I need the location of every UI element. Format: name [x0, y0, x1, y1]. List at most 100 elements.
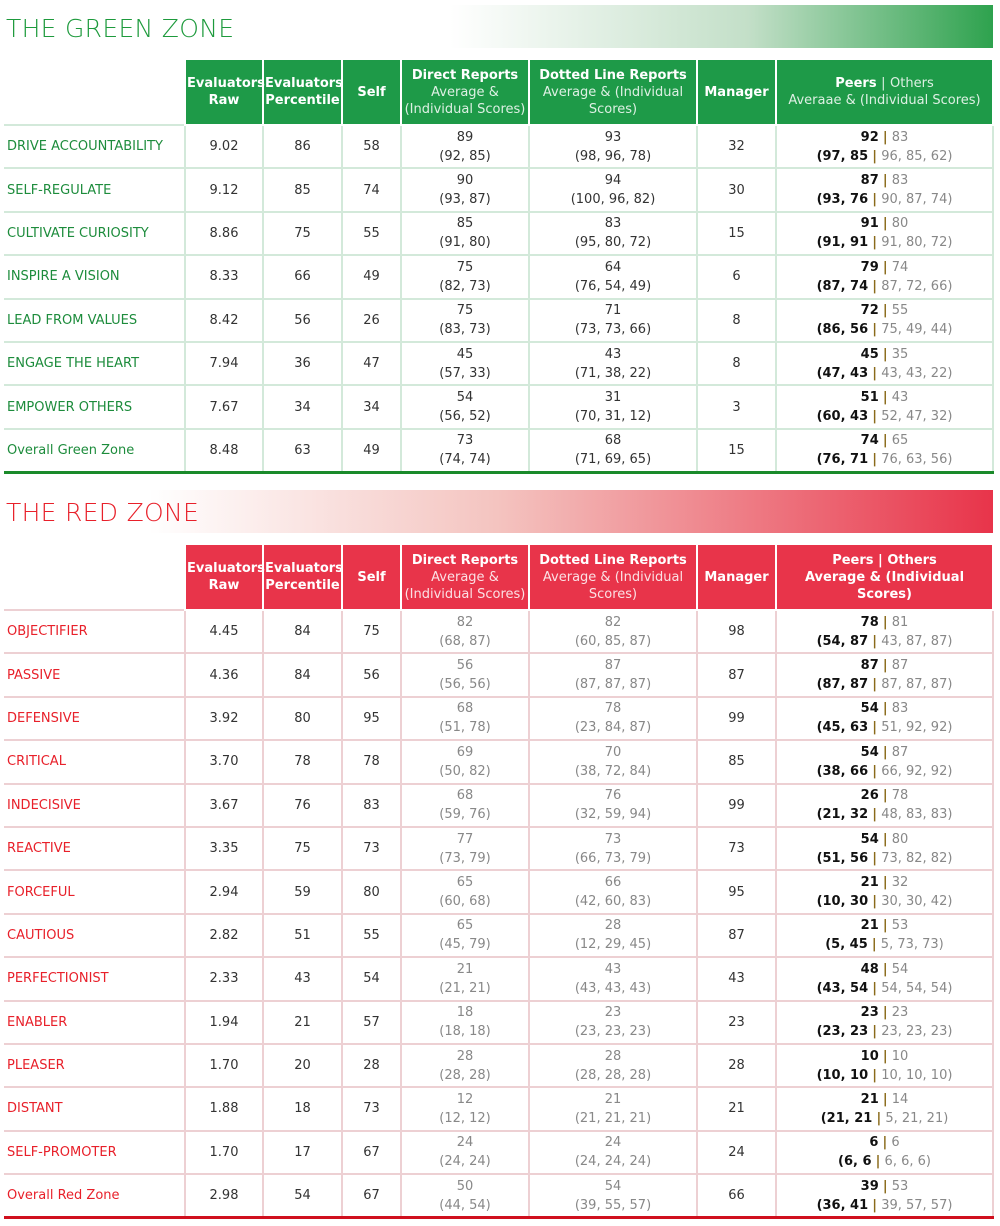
peers-individual: (47, 43 — [816, 365, 869, 381]
peers-individual: (36, 41 — [816, 1197, 869, 1213]
peers-avg: 78 — [860, 614, 879, 630]
peers-others-cell: 87 | 83 (93, 76 | 90, 87, 74) — [775, 167, 994, 213]
direct-individual: (59, 76) — [439, 807, 491, 823]
green-zone-banner — [450, 5, 993, 48]
percentile-cell: 85 — [262, 167, 343, 213]
direct-individual: (18, 18) — [439, 1024, 491, 1040]
direct-individual: (82, 73) — [439, 278, 491, 294]
peers-others-cell: 26 | 78 (21, 32 | 48, 83, 83) — [775, 782, 994, 828]
peers-avg: 45 — [860, 346, 879, 362]
others-avg: 87 — [891, 658, 909, 674]
self-cell: 73 — [341, 825, 402, 872]
direct-reports-cell: 45 (57, 33) — [400, 340, 530, 387]
raw-cell: 7.67 — [184, 384, 264, 430]
dotted-individual: (60, 85, 87) — [574, 633, 652, 649]
direct-reports-cell: 85 (91, 80) — [400, 210, 530, 257]
peers-individual: (21, 21 — [820, 1110, 873, 1126]
others-avg: 80 — [891, 216, 909, 232]
others-avg: 35 — [891, 346, 909, 362]
direct-individual: (93, 87) — [439, 192, 491, 208]
others-avg: 80 — [891, 831, 909, 847]
separator: | — [872, 1197, 878, 1213]
header-blank — [4, 544, 185, 610]
row-label: FORCEFUL — [4, 869, 186, 915]
peers-others-cell: 21 | 14 (21, 21 | 5, 21, 21) — [775, 1086, 994, 1132]
direct-avg: 68 — [456, 788, 474, 804]
header-peers-others: Peers | Others Averaae & (Individual Scor… — [775, 58, 994, 126]
peers-others-cell: 10 | 10 (10, 10 | 10, 10, 10) — [775, 1042, 994, 1089]
peers-avg: 6 — [869, 1135, 879, 1151]
self-cell: 75 — [341, 608, 402, 655]
peers-others-cell: 54 | 80 (51, 56 | 73, 82, 82) — [775, 825, 994, 872]
dotted-line-cell: 82 (60, 85, 87) — [528, 608, 698, 655]
header-sublabel: Average & (Individual Scores) — [404, 569, 526, 602]
separator: | — [872, 633, 878, 649]
peers-individual: (45, 63 — [816, 720, 869, 736]
peers-avg: 79 — [860, 259, 879, 275]
direct-individual: (68, 87) — [439, 633, 491, 649]
dotted-line-cell: 21 (21, 21, 21) — [528, 1086, 698, 1132]
peers-avg: 92 — [860, 129, 879, 145]
dotted-individual: (23, 84, 87) — [574, 720, 652, 736]
others-individual: 43, 43, 22) — [881, 365, 953, 381]
header-self: Self — [341, 543, 402, 611]
dotted-individual: (66, 73, 79) — [574, 850, 652, 866]
direct-avg: 18 — [456, 1005, 474, 1021]
percentile-cell: 66 — [262, 254, 343, 300]
peers-individual: (10, 10 — [816, 1067, 869, 1083]
separator: | — [872, 1067, 878, 1083]
peers-individual: (76, 71 — [816, 452, 869, 468]
dotted-individual: (12, 29, 45) — [574, 937, 652, 953]
dotted-line-cell: 43 (71, 38, 22) — [528, 340, 698, 387]
direct-avg: 65 — [456, 918, 474, 934]
raw-cell: 3.70 — [184, 739, 264, 785]
others-avg: 87 — [891, 744, 909, 760]
dotted-line-cell: 73 (66, 73, 79) — [528, 825, 698, 872]
direct-avg: 24 — [456, 1135, 474, 1151]
header-peers-others: Peers | Others Average & (Individual Scor… — [775, 543, 994, 611]
table-row: CRITICAL 3.70 78 78 69 (50, 82) 70 (38, 72, 84)… — [4, 739, 994, 785]
direct-reports-cell: 24 (24, 24) — [400, 1129, 530, 1176]
others-individual: 23, 23, 23) — [881, 1024, 953, 1040]
separator: | — [882, 1178, 888, 1194]
direct-individual: (24, 24) — [439, 1154, 491, 1170]
red-zone-table: Evaluators Raw Evaluators Percentile Self D… — [4, 543, 994, 1219]
header-label: Peers — [832, 552, 874, 568]
dotted-individual: (42, 60, 83) — [574, 894, 652, 910]
percentile-cell: 21 — [262, 999, 343, 1045]
peers-others-cell: 23 | 23 (23, 23 | 23, 23, 23) — [775, 999, 994, 1045]
header-row: Evaluators Raw Evaluators Percentile Self D… — [4, 543, 994, 611]
raw-cell: 4.45 — [184, 608, 264, 655]
row-label: EMPOWER OTHERS — [4, 384, 186, 430]
header-manager: Manager — [696, 543, 777, 611]
peers-others-cell: 48 | 54 (43, 54 | 54, 54, 54) — [775, 956, 994, 1002]
dotted-line-cell: 23 (23, 23, 23) — [528, 999, 698, 1045]
header-row: Evaluators Raw Evaluators Percentile Self D… — [4, 58, 994, 126]
row-label: Overall Red Zone — [4, 1173, 186, 1219]
others-avg: 78 — [891, 788, 909, 804]
peers-avg: 74 — [860, 433, 879, 449]
separator: | — [872, 850, 878, 866]
dotted-avg: 73 — [604, 831, 622, 847]
separator: | — [872, 148, 878, 164]
manager-cell: 99 — [696, 695, 777, 742]
peers-avg: 21 — [860, 1091, 879, 1107]
separator: | — [872, 720, 878, 736]
direct-avg: 82 — [456, 614, 474, 630]
self-cell: 67 — [341, 1129, 402, 1176]
header-percentile: Evaluators Percentile — [262, 58, 343, 126]
others-individual: 91, 80, 72) — [881, 235, 953, 251]
direct-avg: 54 — [456, 390, 474, 406]
header-direct-reports: Direct Reports Average & (Individual Scor… — [400, 58, 530, 126]
direct-avg: 21 — [456, 961, 474, 977]
direct-individual: (51, 78) — [439, 720, 491, 736]
direct-avg: 90 — [456, 173, 474, 189]
others-individual: 75, 49, 44) — [881, 322, 953, 338]
peers-avg: 39 — [860, 1178, 879, 1194]
dotted-individual: (23, 23, 23) — [574, 1024, 652, 1040]
separator: | — [872, 677, 878, 693]
direct-reports-cell: 89 (92, 85) — [400, 123, 530, 170]
raw-cell: 3.92 — [184, 695, 264, 742]
self-cell: 47 — [341, 340, 402, 387]
direct-reports-cell: 68 (59, 76) — [400, 782, 530, 828]
